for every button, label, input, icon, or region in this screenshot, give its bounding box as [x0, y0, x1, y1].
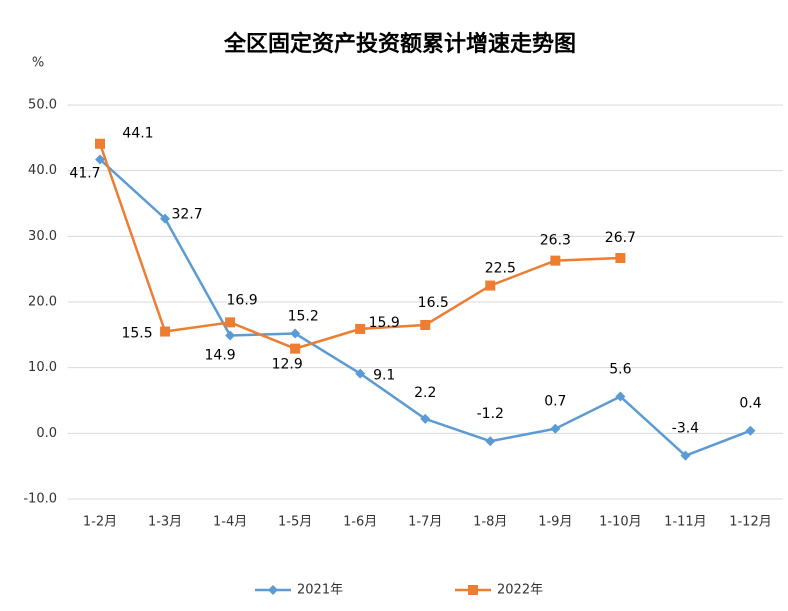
marker	[485, 436, 496, 447]
marker	[615, 391, 626, 402]
data-label: 2.2	[414, 385, 436, 401]
data-label: -3.4	[672, 421, 699, 437]
data-label: 14.9	[205, 347, 236, 363]
x-tick-label: 1-12月	[729, 515, 772, 530]
legend-label: 2022年	[497, 583, 543, 598]
data-label: 26.3	[540, 233, 571, 249]
x-tick-label: 1-10月	[599, 515, 642, 530]
marker	[745, 425, 756, 436]
y-tick-label: 0.0	[36, 426, 57, 441]
data-label: 15.2	[288, 309, 319, 325]
marker	[355, 368, 366, 379]
data-label: 22.5	[485, 261, 516, 277]
marker	[420, 413, 431, 424]
legend-label: 2021年	[297, 583, 343, 598]
marker	[290, 343, 301, 354]
marker	[550, 255, 561, 266]
data-label: 12.9	[272, 357, 303, 373]
data-label: 41.7	[69, 166, 100, 182]
marker	[485, 280, 496, 291]
marker	[160, 213, 171, 224]
chart-title: 全区固定资产投资额累计增速走势图	[223, 31, 576, 57]
x-tick-label: 1-6月	[343, 515, 377, 530]
x-tick-label: 1-8月	[473, 515, 507, 530]
data-label: 9.1	[373, 368, 395, 384]
marker	[680, 450, 691, 461]
marker	[615, 253, 626, 264]
x-tick-label: 1-2月	[83, 515, 117, 530]
marker	[290, 328, 301, 339]
x-tick-label: 1-9月	[538, 515, 572, 530]
data-label: 16.9	[227, 292, 258, 308]
data-label: 15.9	[369, 315, 400, 331]
data-label: 5.6	[609, 362, 631, 378]
y-tick-label: 50.0	[28, 98, 57, 113]
data-label: 44.1	[122, 126, 153, 142]
x-tick-label: 1-3月	[148, 515, 182, 530]
data-label: 26.7	[605, 230, 636, 246]
y-unit: %	[32, 56, 44, 71]
marker	[225, 317, 236, 328]
marker	[355, 323, 366, 334]
y-tick-label: 30.0	[28, 229, 57, 244]
y-tick-label: 20.0	[28, 295, 57, 310]
legend-marker	[268, 585, 278, 595]
x-tick-label: 1-7月	[408, 515, 442, 530]
legend-marker	[468, 585, 478, 595]
marker	[95, 138, 106, 149]
marker	[225, 330, 236, 341]
marker	[420, 319, 431, 330]
marker	[95, 154, 106, 165]
x-tick-label: 1-4月	[213, 515, 247, 530]
y-tick-label: 10.0	[28, 360, 57, 375]
x-tick-label: 1-5月	[278, 515, 312, 530]
data-label: -1.2	[477, 406, 504, 422]
y-tick-label: -10.0	[23, 492, 57, 507]
data-label: 32.7	[171, 207, 202, 223]
y-tick-label: 40.0	[28, 163, 57, 178]
data-label: 0.4	[739, 396, 761, 412]
x-tick-label: 1-11月	[664, 515, 707, 530]
data-label: 16.5	[418, 295, 449, 311]
data-label: 0.7	[544, 394, 566, 410]
marker	[160, 326, 171, 337]
marker	[550, 423, 561, 434]
data-label: 15.5	[121, 326, 152, 342]
